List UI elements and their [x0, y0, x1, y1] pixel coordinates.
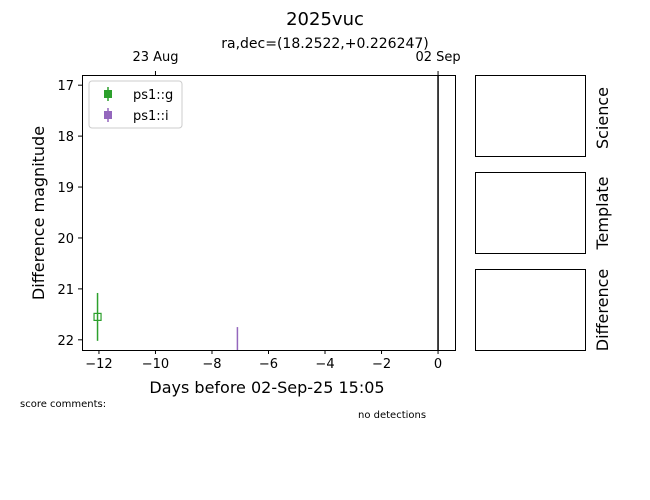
y-tick-label: 22 [57, 334, 74, 349]
top-tick-label: 23 Aug [132, 50, 178, 65]
top-tick-label: 02 Sep [415, 50, 460, 65]
stamp-difference-label: Difference [593, 269, 612, 351]
x-tick-label: 0 [434, 357, 442, 372]
x-tick-label: −10 [142, 357, 169, 372]
x-tick-label: −8 [202, 357, 221, 372]
stamp-difference-frame [475, 269, 586, 351]
x-tick-label: −6 [259, 357, 278, 372]
legend: ps1::g ps1::i [88, 80, 183, 129]
x-axis-label: Days before 02-Sep-25 15:05 [149, 378, 384, 397]
x-tick-label: −12 [85, 357, 112, 372]
y-axis-label: Difference magnitude [29, 126, 48, 300]
data-point-ps1-g [93, 312, 102, 321]
legend-label-ps1-i: ps1::i [133, 109, 169, 124]
legend-box [88, 80, 183, 129]
legend-label-ps1-g: ps1::g [133, 88, 173, 103]
y-tick-label: 21 [57, 283, 74, 298]
legend-marker-ps1-i-square [104, 111, 112, 119]
stamp-template-label: Template [593, 176, 612, 250]
chart-title: 2025vuc [286, 9, 364, 30]
x-tick-label: −4 [315, 357, 334, 372]
y-tick-label: 19 [57, 181, 74, 196]
stamp-template: Template [475, 172, 612, 254]
detections-status: no detections [358, 410, 427, 421]
y-tick-label: 20 [57, 232, 74, 247]
legend-marker-ps1-g-square [104, 90, 112, 98]
data-points [93, 292, 239, 350]
y-tick-label: 17 [57, 79, 74, 94]
y-tick-label: 18 [57, 130, 74, 145]
stamp-science-frame [475, 75, 586, 157]
stamp-difference: Difference [475, 269, 612, 351]
x-tick-label: −2 [372, 357, 391, 372]
chart-subtitle: ra,dec=(18.2522,+0.226247) [221, 36, 429, 52]
stamp-template-frame [475, 172, 586, 254]
stamp-science: Science [475, 75, 612, 157]
score-comments-label: score comments: [20, 399, 107, 410]
stamp-science-label: Science [593, 87, 612, 149]
